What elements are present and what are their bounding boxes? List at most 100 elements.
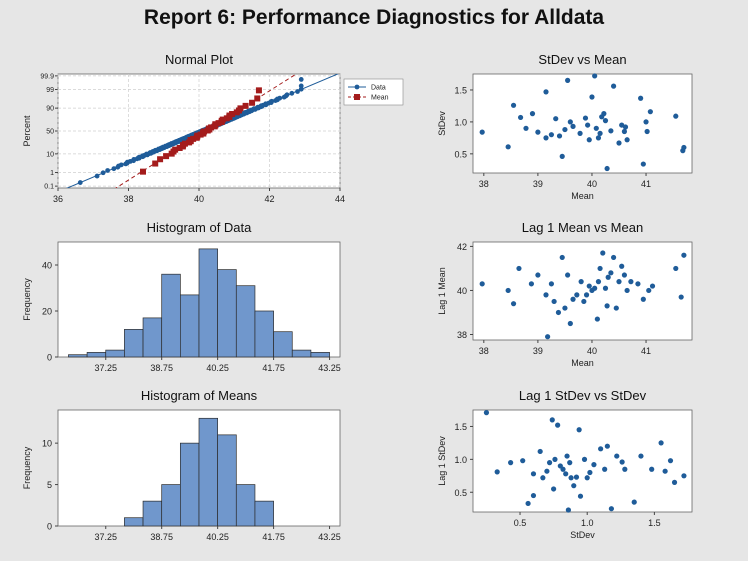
scatter-point — [610, 254, 617, 261]
scatter-point — [565, 77, 571, 83]
mean-point — [255, 87, 262, 94]
mean-point — [194, 132, 201, 139]
scatter-point — [520, 458, 526, 464]
scatter-point — [510, 301, 517, 307]
scatter-point — [671, 479, 678, 485]
scatter-point — [585, 122, 591, 128]
scatter-point — [624, 287, 630, 294]
chart-hist_means: Histogram of Means Frequency 0 5 10 37.25 38.7… — [22, 388, 341, 542]
scatter-point — [587, 469, 593, 476]
x-axis-label: Mean — [571, 358, 594, 368]
scatter-point — [555, 309, 562, 316]
scatter-point — [591, 462, 597, 468]
scatter-point — [577, 493, 584, 499]
scatter-point — [570, 123, 576, 129]
chart-hist_data: Histogram of Data Frequency 0 20 40 37.25 38.7… — [22, 220, 341, 373]
x-tick-label: 43.25 — [318, 363, 341, 373]
mean-point — [208, 124, 215, 131]
histogram-bar — [68, 354, 88, 358]
x-tick-label: 40.25 — [206, 363, 229, 373]
scatter-point — [530, 492, 537, 499]
x-tick-label: 41 — [641, 346, 651, 356]
y-tick-label: 38 — [457, 330, 467, 340]
scatter-point — [604, 165, 610, 172]
scatter-point — [530, 471, 537, 477]
y-tick-label: 5 — [47, 480, 52, 490]
scatter-point — [681, 144, 687, 151]
scatter-point — [564, 453, 570, 459]
scatter-point — [681, 252, 687, 258]
x-tick-label: 41.75 — [262, 532, 285, 542]
mean-point — [172, 146, 179, 153]
mean-point — [242, 102, 249, 109]
scatter-point — [567, 320, 573, 327]
scatter-point — [619, 263, 625, 269]
scatter-point — [540, 475, 546, 481]
x-tick-label: 43.25 — [318, 532, 341, 542]
plot-layer — [66, 74, 339, 188]
scatter-point — [638, 453, 644, 459]
chart-title: Histogram of Means — [141, 388, 258, 403]
mean-point — [249, 99, 256, 106]
x-tick-label: 41.75 — [262, 363, 285, 373]
x-tick-label: 39 — [533, 346, 543, 356]
scatter-point — [595, 279, 602, 285]
x-tick-label: 38 — [479, 179, 489, 189]
scatter-point — [517, 114, 524, 121]
scatter-point — [628, 279, 634, 285]
scatter-point — [658, 440, 664, 446]
scatter-point — [537, 448, 543, 455]
scatter-point — [548, 132, 555, 138]
report-title: Report 6: Performance Diagnostics for Al… — [143, 6, 605, 29]
scatter-point — [567, 460, 573, 466]
y-tick-label: 1.0 — [454, 117, 467, 127]
x-tick-label: 40 — [194, 194, 204, 204]
chart-lag_mean: Lag 1 Mean vs Mean Lag 1 Mean Mean 38 40 42 38… — [437, 220, 693, 368]
chart-sd_vs_mean: StDev vs Mean StDev Mean 0.5 1.0 1.5 38 39 40 41 — [437, 52, 693, 201]
scatter-point — [576, 427, 582, 433]
x-tick-label: 38.75 — [150, 532, 173, 542]
scatter-point — [578, 279, 584, 285]
scatter-point — [598, 446, 604, 452]
scatter-point — [549, 417, 555, 423]
y-tick-label: 50 — [46, 129, 54, 136]
data-point — [298, 83, 304, 89]
scatter-point — [546, 460, 553, 466]
scatter-point — [582, 115, 589, 121]
y-tick-label: 40 — [457, 286, 467, 296]
scatter-point — [667, 458, 674, 464]
mean-point — [176, 144, 183, 151]
scatter-point — [535, 272, 541, 278]
histogram-bar — [235, 285, 256, 358]
x-tick-label: 40 — [587, 346, 597, 356]
histogram-bar — [179, 442, 200, 527]
y-tick-label: 99 — [46, 87, 54, 94]
chart-normal: Normal Plot Percent 0.1 1 10 50 90 99 99.9 36 38 40… — [22, 52, 404, 204]
histogram-bar — [291, 349, 312, 358]
scatter-point — [673, 113, 679, 119]
x-tick-label: 38 — [123, 194, 133, 204]
y-tick-label: 90 — [46, 106, 54, 113]
scatter-point — [562, 126, 568, 133]
y-axis-label: StDev — [437, 111, 447, 136]
x-tick-label: 41 — [641, 179, 651, 189]
scatter-point — [616, 140, 622, 146]
scatter-point — [678, 294, 684, 300]
scatter-point — [516, 265, 522, 272]
scatter-point — [523, 125, 529, 131]
scatter-point — [635, 281, 641, 287]
scatter-point — [505, 287, 511, 294]
scatter-point — [565, 507, 571, 513]
scatter-point — [559, 153, 565, 159]
histogram-bar — [179, 294, 200, 358]
y-tick-label: 0.5 — [454, 488, 467, 498]
x-tick-label: 37.25 — [94, 363, 117, 373]
data-point — [118, 162, 124, 168]
x-tick-label: 1.5 — [648, 518, 661, 528]
scatter-point — [608, 128, 614, 134]
scatter-point — [573, 474, 580, 480]
y-tick-label: 0.5 — [454, 149, 467, 159]
histogram-bar — [273, 331, 293, 358]
scatter-point — [543, 292, 549, 298]
